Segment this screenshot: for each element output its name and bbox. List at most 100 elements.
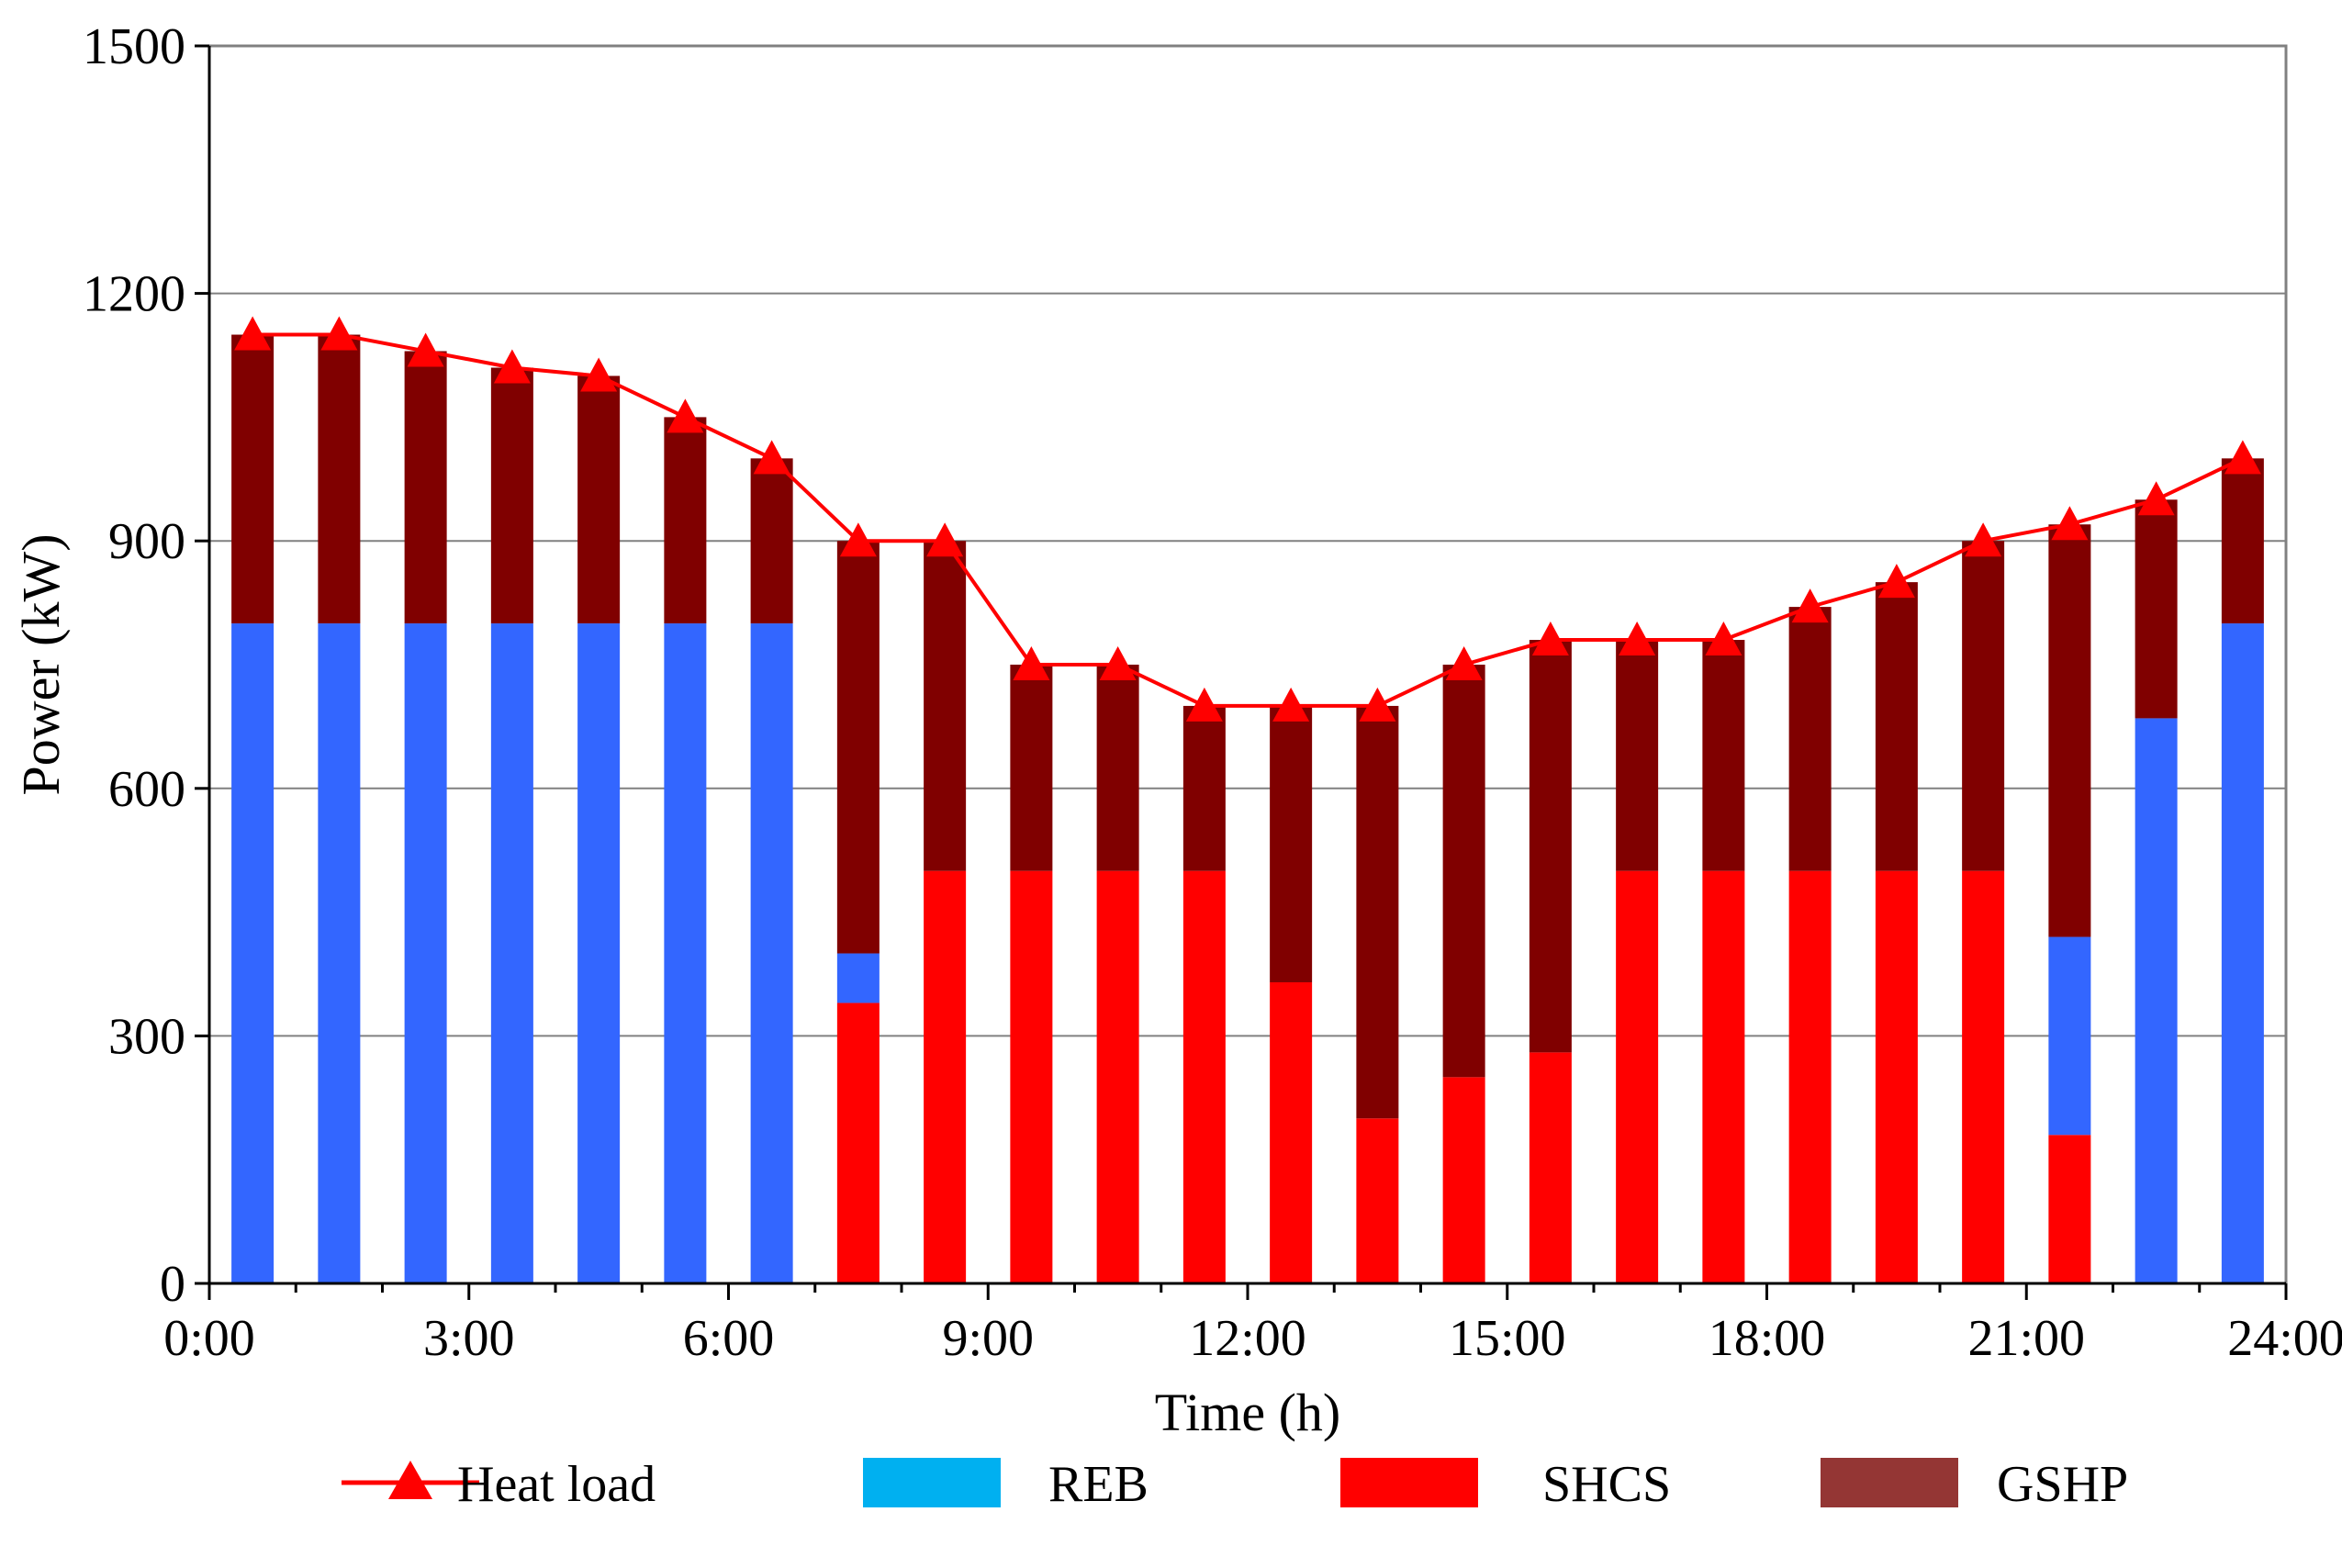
bar-shcs-15 <box>1529 1052 1572 1283</box>
bar-gshp-23 <box>2221 458 2264 624</box>
bar-gshp-19 <box>1875 582 1918 871</box>
y-tick-label-1200: 1200 <box>83 266 185 323</box>
heat-load-marker-17 <box>1705 622 1742 656</box>
bar-gshp-1 <box>318 334 361 624</box>
heat-load-line <box>234 316 2261 722</box>
bar-gshp-21 <box>2048 524 2091 937</box>
bar-gshp-11 <box>1182 705 1226 871</box>
y-tick-label-0: 0 <box>160 1256 185 1313</box>
bar-shcs-10 <box>1096 870 1139 1283</box>
bar-gshp-13 <box>1356 705 1399 1119</box>
heat-load-marker-14 <box>1445 646 1483 680</box>
bar-reb-4 <box>577 623 621 1283</box>
bar-gshp-8 <box>924 541 967 871</box>
legend-item-shcs: SHCS <box>1340 1456 1671 1513</box>
y-tick-label-600: 600 <box>108 761 185 818</box>
y-tick-label-1500: 1500 <box>83 18 185 75</box>
x-tick-label-6: 6:00 <box>683 1310 775 1367</box>
heat-load-marker-10 <box>1099 646 1137 680</box>
bar-reb-21 <box>2048 936 2091 1136</box>
legend-swatch-gshp <box>1821 1458 1958 1507</box>
heat-load-marker-22 <box>2137 481 2175 516</box>
bar-gshp-10 <box>1096 665 1139 871</box>
bar-reb-7 <box>836 953 880 1003</box>
bar-shcs-17 <box>1702 870 1745 1283</box>
legend-item-gshp: GSHP <box>1821 1456 2128 1513</box>
bar-shcs-7 <box>836 1002 880 1283</box>
heat-load-marker-16 <box>1619 622 1656 656</box>
legend-swatch-reb <box>863 1458 1001 1507</box>
heat-load-marker-19 <box>1877 564 1915 599</box>
bar-shcs-8 <box>924 870 967 1283</box>
bar-gshp-22 <box>2135 499 2178 719</box>
heat-load-marker-9 <box>1013 646 1050 680</box>
x-tick-label-3: 3:00 <box>423 1310 515 1367</box>
bar-shcs-20 <box>1962 870 2005 1283</box>
x-tick-label-24: 24:00 <box>2227 1310 2342 1367</box>
bar-gshp-14 <box>1442 665 1485 1078</box>
x-tick-label-12: 12:00 <box>1189 1310 1306 1367</box>
legend: Heat load REB SHCS GSHP <box>342 1456 2128 1513</box>
legend-label-shcs: SHCS <box>1542 1456 1671 1513</box>
heat-load-marker-5 <box>667 398 704 433</box>
legend-item-reb: REB <box>863 1456 1149 1513</box>
bar-reb-1 <box>318 623 361 1283</box>
bar-gshp-15 <box>1529 640 1572 1053</box>
bar-shcs-14 <box>1442 1077 1485 1283</box>
heat-load-marker-12 <box>1272 687 1310 722</box>
heat-load-marker-18 <box>1791 588 1829 623</box>
bar-reb-3 <box>490 623 533 1283</box>
bar-gshp-20 <box>1962 541 2005 871</box>
bar-gshp-2 <box>404 351 447 624</box>
y-tick-label-900: 900 <box>108 513 185 570</box>
legend-heat-load-marker <box>388 1461 432 1499</box>
heat-load-marker-23 <box>2224 440 2261 475</box>
bar-reb-22 <box>2135 718 2178 1283</box>
bar-reb-5 <box>664 623 707 1283</box>
bar-reb-2 <box>404 623 447 1283</box>
heat-load-marker-15 <box>1531 622 1569 656</box>
bar-gshp-17 <box>1702 640 1745 871</box>
bar-shcs-21 <box>2048 1135 2091 1283</box>
bar-gshp-5 <box>664 417 707 624</box>
bar-shcs-18 <box>1788 870 1832 1283</box>
bar-reb-6 <box>750 623 793 1283</box>
heat-load-marker-0 <box>234 316 272 351</box>
bar-shcs-12 <box>1270 981 1313 1283</box>
heat-load-marker-4 <box>580 357 618 392</box>
x-tick-label-15: 15:00 <box>1449 1310 1566 1367</box>
heat-load-marker-11 <box>1185 687 1223 722</box>
bar-gshp-12 <box>1270 705 1313 982</box>
bar-gshp-3 <box>490 367 533 624</box>
stacked-bars <box>231 334 2264 1283</box>
bar-gshp-16 <box>1616 640 1659 871</box>
bar-gshp-7 <box>836 541 880 954</box>
x-axis-label: Time (h) <box>1155 1383 1341 1442</box>
bar-gshp-6 <box>750 458 793 624</box>
heat-load-marker-6 <box>753 440 790 475</box>
bar-shcs-11 <box>1182 870 1226 1283</box>
heat-load-marker-2 <box>407 332 444 367</box>
heat-load-marker-20 <box>1965 522 2002 557</box>
bar-gshp-18 <box>1788 607 1832 871</box>
grid-lines <box>209 292 2286 1037</box>
x-tick-label-9: 9:00 <box>942 1310 1034 1367</box>
bar-shcs-9 <box>1010 870 1053 1283</box>
heat-load-marker-1 <box>320 316 358 351</box>
legend-swatch-shcs <box>1340 1458 1478 1507</box>
legend-label-reb: REB <box>1048 1456 1149 1513</box>
heat-load-polyline <box>252 332 2244 708</box>
bar-gshp-0 <box>231 334 275 624</box>
bar-reb-0 <box>231 623 275 1283</box>
bar-reb-23 <box>2221 623 2264 1283</box>
y-axis-label: Power (kW) <box>11 533 71 795</box>
y-tick-label-300: 300 <box>108 1008 185 1065</box>
bar-gshp-9 <box>1010 665 1053 871</box>
bar-shcs-19 <box>1875 870 1918 1283</box>
bar-shcs-13 <box>1356 1118 1399 1283</box>
heat-load-marker-13 <box>1359 687 1396 722</box>
heat-load-marker-8 <box>926 522 964 557</box>
bar-shcs-16 <box>1616 870 1659 1283</box>
legend-label-gshp: GSHP <box>1997 1456 2128 1513</box>
